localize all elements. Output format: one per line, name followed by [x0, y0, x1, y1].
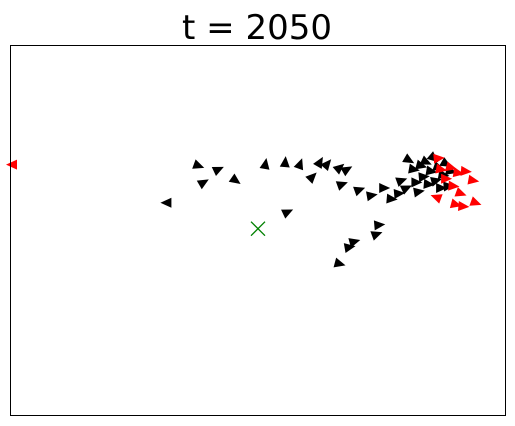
agent-marker-s0-21: [402, 153, 415, 164]
agent-marker-s1-12: [457, 200, 470, 211]
agent-marker-s1-5: [448, 180, 460, 191]
agent-marker-s0-0: [211, 166, 224, 177]
agent-marker-s0-7: [293, 158, 304, 171]
agent-marker-s0-6: [279, 156, 290, 168]
agent-marker-s0-13: [335, 181, 348, 191]
agent-marker-s0-33: [436, 183, 448, 193]
agent-marker-s1-2: [435, 163, 448, 174]
agent-marker-s0-43: [333, 257, 346, 268]
agent-marker-s0-1: [192, 159, 205, 169]
agent-marker-s0-42: [343, 243, 356, 253]
agent-marker-s1-10: [430, 194, 443, 204]
agent-marker-s1-13: [469, 196, 482, 206]
agent-marker-s0-38: [281, 209, 294, 219]
agent-marker-s0-39: [373, 220, 386, 231]
agent-marker-s0-26: [418, 172, 430, 183]
agent-marker-s1-1: [433, 153, 445, 164]
agent-marker-s1-9: [467, 174, 480, 185]
agent-marker-s0-31: [430, 176, 442, 187]
agent-marker-s1-8: [460, 165, 472, 176]
agent-marker-s0-29: [425, 165, 438, 176]
agent-marker-s1-7: [454, 187, 467, 197]
agent-marker-s0-8: [313, 156, 323, 169]
agent-marker-s1-3: [441, 173, 453, 184]
agent-marker-s0-2: [196, 179, 209, 190]
agent-marker-s1-4: [444, 161, 457, 172]
agent-marker-s0-23: [411, 177, 423, 188]
agent-marker-s0-28: [423, 178, 435, 189]
plot-marks: [6, 151, 482, 268]
agent-marker-s0-5: [259, 157, 270, 170]
agent-marker-s0-3: [228, 173, 241, 184]
agent-marker-s0-14: [353, 186, 366, 197]
agent-marker-s0-12: [305, 172, 317, 184]
agent-marker-s0-22: [408, 163, 420, 174]
agent-marker-s0-11: [340, 166, 353, 177]
agent-marker-s0-17: [386, 193, 398, 204]
plot-frame: [10, 45, 506, 416]
agent-marker-s0-4: [160, 197, 172, 208]
agent-marker-s0-18: [393, 188, 406, 199]
chart-title: t = 2050: [182, 8, 332, 48]
agent-marker-s0-10: [332, 163, 345, 175]
agent-marker-s0-16: [379, 183, 391, 193]
agent-marker-s0-19: [395, 177, 408, 187]
agent-marker-s0-27: [419, 155, 432, 165]
agent-marker-s0-40: [370, 231, 383, 241]
target-marker: [250, 221, 266, 237]
agent-marker-s0-20: [399, 185, 412, 195]
agent-marker-s0-24: [413, 187, 425, 198]
agent-marker-s0-15: [366, 191, 378, 202]
agent-marker-s0-9: [320, 159, 332, 171]
agent-marker-s1-0: [6, 159, 17, 170]
